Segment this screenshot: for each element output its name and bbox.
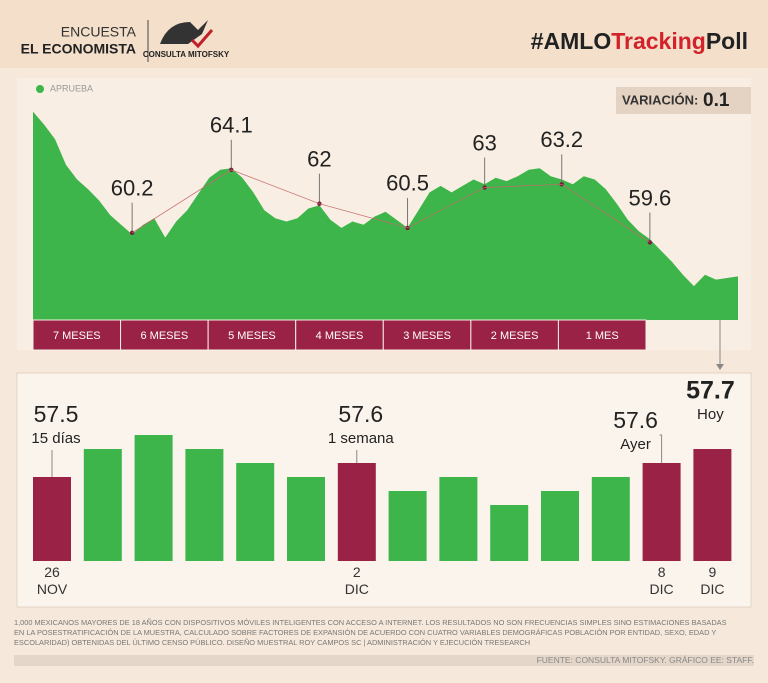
x-tick-part: 8: [658, 564, 666, 580]
period-label: 4 MESES: [316, 330, 364, 342]
period-label: 1 MES: [586, 330, 619, 342]
x-tick-part: DIC: [700, 581, 724, 597]
variation-label: VARIACIÓN:: [622, 92, 698, 107]
bar: [33, 477, 71, 561]
bar-annotation: 1 semana: [328, 430, 395, 447]
period-label: 2 MESES: [491, 330, 539, 342]
annotation-label: 63.2: [540, 127, 583, 152]
period-label: 6 MESES: [141, 330, 189, 342]
bar: [185, 449, 224, 561]
bar: [287, 477, 325, 561]
bar: [388, 491, 427, 561]
x-tick-label: 26 NOV: [37, 564, 68, 597]
bar: [134, 435, 173, 561]
annotation-label: 63: [472, 130, 496, 155]
footer-note: 1,000 MEXICANOS MAYORES DE 18 AÑOS CON D…: [14, 618, 727, 647]
bar: [541, 491, 579, 561]
title-part: Tracking: [611, 28, 706, 54]
connector-arrow: [716, 364, 724, 370]
variation-box: [616, 87, 751, 114]
bar-annotation: 15 días: [31, 430, 80, 447]
logo-text: CONSULTA MITOFSKY: [143, 50, 230, 59]
bar-annotation: Ayer: [620, 436, 651, 453]
period-cell: [32, 319, 122, 351]
annotation-label: 64.1: [210, 113, 253, 138]
x-tick-part: DIC: [345, 581, 369, 597]
footer-source: FUENTE: CONSULTA MITOFSKY. GRÁFICO EE: S…: [14, 655, 754, 666]
bar: [337, 463, 376, 561]
period-label: 7 MESES: [53, 330, 101, 342]
header-line2: EL ECONOMISTA: [21, 41, 136, 57]
bar-annotation: Hoy: [697, 406, 724, 423]
approval-area: [33, 111, 738, 320]
annotation-label: 60.5: [386, 171, 429, 196]
period-label: 3 MESES: [403, 330, 451, 342]
period-cell: [295, 319, 384, 351]
bar: [591, 477, 630, 561]
bar-value-label: 57.5: [34, 401, 79, 427]
annotation-leader: [659, 434, 663, 463]
logo-check: [190, 29, 214, 49]
bar: [83, 449, 122, 561]
legend-dot: [36, 85, 44, 93]
legend-label: APRUEBA: [50, 83, 93, 93]
annotation-label: 60.2: [111, 176, 154, 201]
bar-value-label: 57.6: [613, 407, 658, 433]
header-line1: ENCUESTA: [61, 24, 137, 40]
bar: [490, 505, 529, 561]
annotation-label: 62: [307, 147, 331, 172]
x-tick-label: 9 DIC: [700, 564, 724, 597]
bar: [439, 477, 478, 561]
x-tick-part: NOV: [37, 581, 68, 597]
period-cell: [382, 319, 472, 351]
period-cell: [207, 319, 297, 351]
bar-value-label: 57.7: [686, 377, 735, 405]
x-tick-part: DIC: [650, 581, 674, 597]
bar: [236, 463, 275, 561]
bar: [642, 463, 681, 561]
annotation-label: 59.6: [628, 185, 671, 210]
title-part: Poll: [706, 28, 748, 54]
x-tick-part: 2: [353, 564, 361, 580]
title-part: #AMLO: [531, 28, 612, 54]
period-label: 5 MESES: [228, 330, 276, 342]
x-tick-part: 26: [44, 564, 60, 580]
logo-icon: [160, 20, 208, 44]
hashtag-title: #AMLOTrackingPoll: [531, 28, 748, 54]
period-cell: [557, 319, 647, 351]
header-band: [0, 0, 768, 68]
variation-value: 0.1: [703, 90, 730, 111]
bar: [693, 449, 732, 561]
x-tick-part: 9: [709, 564, 717, 580]
x-tick-label: 2 DIC: [345, 564, 369, 597]
bar-value-label: 57.6: [338, 401, 383, 427]
x-tick-label: 8 DIC: [650, 564, 674, 597]
annotation-trend: [131, 169, 651, 243]
